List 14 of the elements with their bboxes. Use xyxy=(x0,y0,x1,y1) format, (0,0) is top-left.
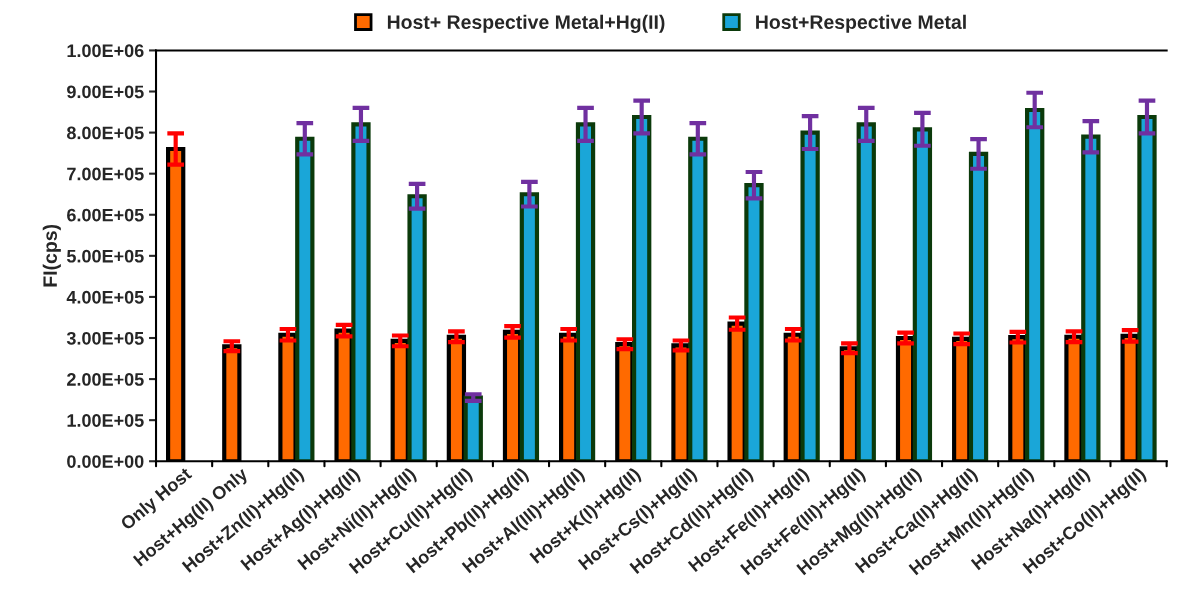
y-axis-title: FI(cps) xyxy=(42,224,61,287)
y-tick-label: 7.00E+05 xyxy=(67,167,144,181)
y-tick-label: 3.00E+05 xyxy=(66,331,144,345)
y-tick-label: 2.00E+05 xyxy=(67,373,144,386)
legend-label: Host+ Respective Metal+Hg(II) xyxy=(387,14,665,33)
y-tick-label: 5.00E+05 xyxy=(66,249,144,263)
y-tick-label: 1.00E+05 xyxy=(67,414,144,427)
y-tick-label: 6.00E+05 xyxy=(67,208,144,222)
y-tick-label: 4.00E+05 xyxy=(66,290,144,304)
y-tick-label: 0.00E+00 xyxy=(67,455,144,468)
legend-label: Host+Respective Metal xyxy=(756,14,966,33)
y-tick-label: 8.00E+05 xyxy=(66,126,144,140)
y-tick-label: 1.00E+06 xyxy=(67,44,144,58)
y-tick-label: 9.00E+05 xyxy=(67,85,144,99)
